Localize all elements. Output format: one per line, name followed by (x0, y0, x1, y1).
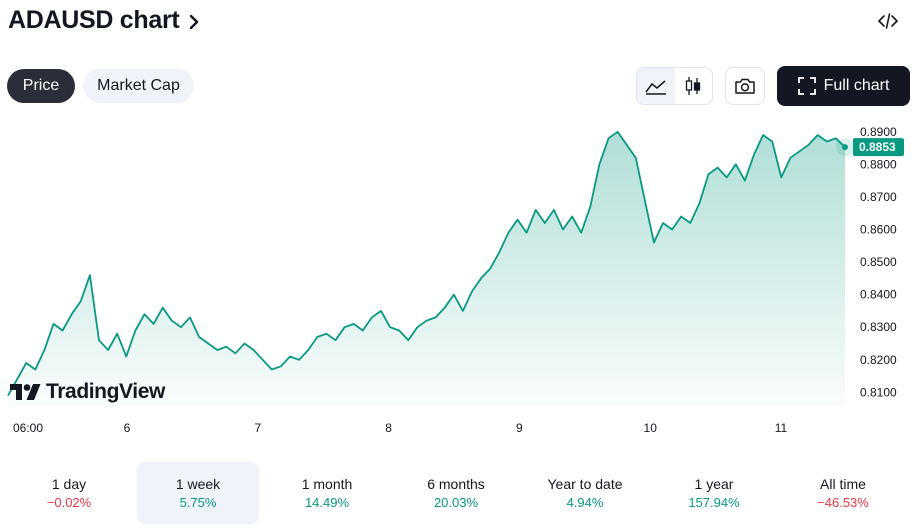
last-price-tag-bg (853, 138, 904, 157)
candles-icon (686, 77, 701, 95)
period-change: 5.75% (179, 495, 217, 510)
page-title: ADAUSD chart (8, 6, 180, 34)
full-chart-label: Full chart (823, 77, 890, 94)
period-1-year[interactable]: 1 year 157.94% (653, 462, 775, 524)
period-change: 157.94% (688, 495, 740, 510)
x-tick-label: 8 (385, 421, 392, 435)
y-tick-label: 0.8200 (860, 353, 897, 367)
y-tick-label: 0.8600 (860, 222, 897, 236)
period-label: All time (820, 476, 866, 492)
x-tick-label: 7 (254, 421, 261, 435)
camera-icon (735, 78, 755, 94)
period-selector: 1 day −0.02% 1 week 5.75% 1 month 14.49% 6 mon… (0, 462, 917, 524)
period-label: 1 week (175, 476, 221, 492)
tradingview-logo-icon (10, 384, 41, 400)
area-chart-button[interactable] (637, 68, 675, 104)
y-tick-label: 0.8800 (860, 157, 897, 171)
period-label: 1 month (301, 476, 353, 492)
period-1-month[interactable]: 1 month 14.49% (266, 462, 388, 524)
candles-chart-button[interactable] (675, 68, 713, 104)
y-tick-label: 0.8300 (860, 320, 897, 334)
y-tick-label: 0.8500 (860, 255, 897, 269)
period-year-to-date[interactable]: Year to date 4.94% (524, 462, 646, 524)
tradingview-logo[interactable]: TradingView (10, 380, 165, 404)
x-tick-label: 10 (644, 421, 658, 435)
period-all-time[interactable]: All time −46.53% (782, 462, 904, 524)
chevron-right-icon (190, 15, 199, 29)
period-1-day[interactable]: 1 day −0.02% (8, 462, 130, 524)
period-1-week[interactable]: 1 week 5.75% (137, 462, 259, 524)
period-change: 4.94% (566, 495, 604, 510)
y-tick-label: 0.8100 (860, 385, 897, 399)
price-chart[interactable]: 0.8100 0.8200 0.8300 0.8400 0.8500 0.8600 0.87… (0, 112, 917, 442)
y-tick-label: 0.8400 (860, 288, 897, 302)
last-price-tag: 0.8853 (853, 138, 904, 157)
code-icon[interactable] (877, 10, 899, 32)
period-change: 14.49% (304, 495, 350, 510)
full-chart-button[interactable]: Full chart (777, 66, 910, 106)
chart-title-link[interactable]: ADAUSD chart (8, 6, 201, 35)
last-price-label: 0.8853 (859, 140, 896, 154)
area-chart-icon (645, 80, 666, 95)
period-label: 1 day (51, 476, 87, 492)
period-label: Year to date (547, 476, 623, 492)
logo-text: TradingView (46, 380, 165, 403)
x-tick-label: 6 (124, 421, 131, 435)
period-label: 1 year (694, 476, 734, 492)
x-tick-label: 06:00 (13, 421, 43, 435)
x-tick-label: 9 (516, 421, 523, 435)
y-tick-label: 0.8700 (860, 190, 897, 204)
chart-style-toggle (636, 67, 713, 105)
tab-price[interactable]: Price (7, 69, 75, 103)
last-price-dot (842, 144, 848, 151)
snapshot-button[interactable] (725, 67, 765, 105)
period-label: 6 months (427, 476, 485, 492)
period-change: −0.02% (46, 495, 92, 510)
period-change: 20.03% (433, 495, 479, 510)
fullscreen-icon (797, 77, 816, 95)
y-tick-label: 0.8900 (860, 125, 897, 139)
period-6-months[interactable]: 6 months 20.03% (395, 462, 517, 524)
tab-market-cap[interactable]: Market Cap (83, 69, 194, 103)
price-line (7, 130, 846, 397)
x-tick-label: 11 (775, 421, 788, 435)
period-change: −46.53% (817, 495, 869, 510)
price-area (8, 131, 845, 408)
